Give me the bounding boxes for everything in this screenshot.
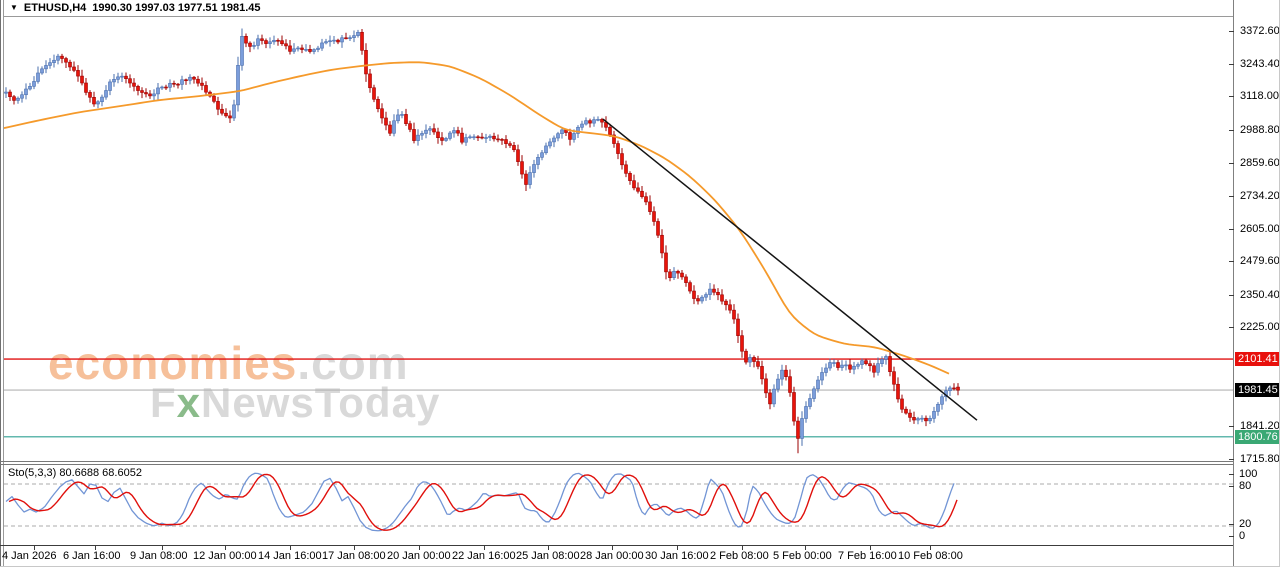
- price-badge-red: 2101.41: [1235, 352, 1279, 367]
- time-axis-tick: [34, 546, 35, 550]
- time-axis-tick: [290, 546, 291, 550]
- price-axis-label: 1715.80: [1240, 452, 1280, 465]
- stochastic-axis-label: 100: [1239, 468, 1258, 480]
- watermark-economies-text: economies: [48, 337, 298, 389]
- window-left-edge-inner: [3, 0, 4, 566]
- price-axis-tick: [1229, 163, 1234, 165]
- time-axis-label: 10 Feb 08:00: [898, 550, 963, 562]
- panel-separator-lower: [0, 464, 1233, 465]
- time-axis-label: 12 Jan 00:00: [193, 550, 257, 562]
- time-axis-tick: [805, 546, 806, 550]
- time-axis-tick: [354, 546, 355, 550]
- price-axis: 3372.60 3243.40 3118.00 2988.80 2859.60 2734.…: [1233, 0, 1280, 566]
- watermark-fxnewstoday: FxNewsToday: [150, 382, 440, 424]
- time-axis-label: 6 Jan 16:00: [63, 550, 121, 562]
- watermark-x: x: [176, 379, 202, 426]
- time-axis-tick: [162, 546, 163, 550]
- price-axis-tick: [1229, 63, 1234, 65]
- stochastic-axis-label: 0: [1239, 530, 1246, 542]
- price-axis-tick: [1229, 30, 1234, 32]
- time-axis-tick: [419, 546, 420, 550]
- symbol-period-label: ETHUSD,H4: [23, 2, 87, 14]
- time-axis-label: 17 Jan 08:00: [322, 550, 386, 562]
- stochastic-indicator-label: Sto(5,3,3) 80.6688 68.6052: [8, 467, 142, 479]
- price-axis-tick: [1229, 261, 1234, 263]
- price-axis-tick: [1229, 195, 1234, 197]
- price-chart-svg[interactable]: [4, 18, 1233, 461]
- candles-layer: [4, 28, 960, 454]
- price-badge-black: 1981.45: [1235, 383, 1279, 398]
- time-axis-tick: [677, 546, 678, 550]
- time-axis-label: 9 Jan 08:00: [130, 550, 188, 562]
- ohlc-quote-label: 1990.30 1997.03 1977.51 1981.45: [92, 2, 261, 14]
- symbol-dropdown-icon[interactable]: ▼: [10, 3, 18, 12]
- time-axis-label: 2 Feb 08:00: [710, 550, 769, 562]
- time-axis-tick: [742, 546, 743, 550]
- watermark-com-text: .com: [297, 337, 409, 389]
- stochastic-axis-tick: [1229, 486, 1234, 488]
- time-axis-label: 25 Jan 08:00: [516, 550, 580, 562]
- time-axis-label: 28 Jan 00:00: [580, 550, 644, 562]
- time-axis-tick: [930, 546, 931, 550]
- time-axis-line: [0, 545, 1233, 546]
- time-axis-label: 4 Jan 2026: [2, 550, 57, 562]
- stochastic-axis-tick: [1229, 474, 1234, 475]
- time-axis-tick: [870, 546, 871, 550]
- stochastic-axis-label: 80: [1239, 480, 1252, 493]
- price-axis-label: 3372.60: [1240, 24, 1280, 37]
- time-axis-tick: [95, 546, 96, 550]
- chart-layers: [4, 28, 1233, 454]
- stochastic-axis-tick: [1229, 523, 1234, 525]
- time-axis-label: 22 Jan 16:00: [452, 550, 516, 562]
- price-axis-label: 2859.60: [1240, 157, 1280, 170]
- stochastic-axis-label: 20: [1239, 517, 1252, 530]
- time-axis-tick: [484, 546, 485, 550]
- price-axis-tick: [1229, 294, 1234, 296]
- price-axis-label: 3118.00: [1240, 90, 1279, 103]
- stochastic-k-line: [5, 472, 955, 532]
- level-lines: [4, 358, 1233, 438]
- watermark-f: F: [150, 379, 177, 426]
- price-axis-label: 2605.00: [1240, 222, 1280, 235]
- watermark-rest: NewsToday: [201, 379, 441, 426]
- panel-separator[interactable]: [0, 461, 1233, 462]
- price-axis-tick: [1229, 458, 1234, 460]
- stochastic-layers: [4, 472, 1233, 532]
- time-axis-tick: [548, 546, 549, 550]
- price-axis-label: 2479.60: [1240, 255, 1280, 268]
- price-axis-tick: [1229, 228, 1234, 230]
- stochastic-svg: [4, 472, 1233, 532]
- time-axis-label: 5 Feb 00:00: [773, 550, 832, 562]
- price-axis-tick: [1229, 327, 1234, 329]
- stochastic-axis-tick: [1229, 536, 1234, 537]
- price-axis-label: 1841.20: [1240, 420, 1280, 433]
- price-axis-label: 2225.00: [1240, 321, 1280, 334]
- price-axis-label: 2734.20: [1240, 189, 1280, 202]
- time-axis-label: 30 Jan 16:00: [645, 550, 709, 562]
- chart-title-bar: ▼ ETHUSD,H4 1990.30 1997.03 1977.51 1981…: [4, 0, 1233, 17]
- time-axis-label: 14 Jan 16:00: [258, 550, 322, 562]
- time-axis-label: 20 Jan 00:00: [387, 550, 451, 562]
- price-axis-tick: [1229, 129, 1234, 131]
- descending-trendline[interactable]: [602, 118, 978, 421]
- time-axis-label: 7 Feb 16:00: [838, 550, 897, 562]
- price-axis-tick: [1229, 96, 1234, 98]
- price-badge-green: 1800.76: [1235, 429, 1279, 444]
- price-axis-label: 2988.80: [1240, 123, 1280, 136]
- price-axis-label: 3243.40: [1240, 57, 1280, 70]
- window-left-edge: [0, 0, 1, 566]
- price-axis-tick: [1229, 426, 1234, 428]
- time-axis-tick: [225, 546, 226, 550]
- stochastic-panel[interactable]: [4, 466, 1233, 545]
- moving-average-line: [4, 61, 950, 375]
- time-axis-tick: [612, 546, 613, 550]
- price-axis-label: 2350.40: [1240, 288, 1280, 301]
- watermark-economies: economies.com: [48, 340, 409, 386]
- main-chart-area[interactable]: economies.com FxNewsToday: [4, 18, 1233, 461]
- stochastic-d-line: [8, 473, 958, 531]
